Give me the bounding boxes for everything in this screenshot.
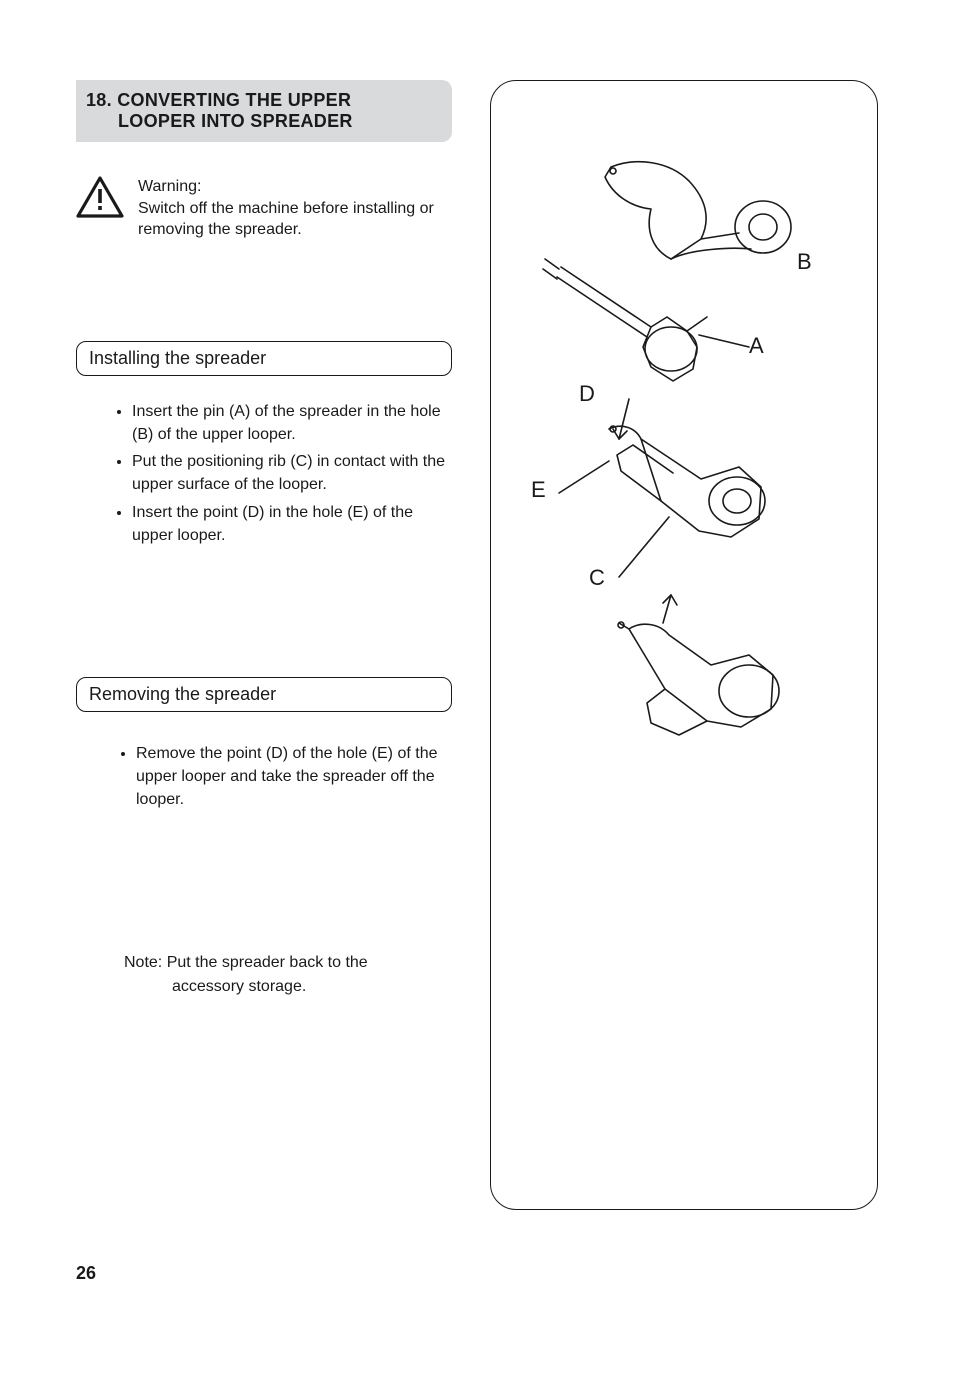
- section-title-band: 18. CONVERTING THE UPPER LOOPER INTO SPR…: [76, 80, 452, 142]
- title-line-2: LOOPER INTO SPREADER: [86, 111, 434, 132]
- list-item: Insert the pin (A) of the spreader in th…: [132, 400, 452, 446]
- subsection-heading-remove: Removing the spreader: [76, 677, 452, 712]
- warning-heading: Warning:: [138, 176, 466, 198]
- diagram-label-a: A: [749, 333, 764, 359]
- warning-text: Warning: Switch off the machine before i…: [138, 176, 466, 241]
- diagram-label-b: B: [797, 249, 812, 275]
- remove-heading-text: Removing the spreader: [89, 684, 276, 704]
- left-column: 18. CONVERTING THE UPPER LOOPER INTO SPR…: [76, 80, 466, 1210]
- list-item: Remove the point (D) of the hole (E) of …: [136, 742, 446, 812]
- remove-bullet-list: Remove the point (D) of the hole (E) of …: [136, 742, 446, 812]
- diagram-label-e: E: [531, 477, 546, 503]
- diagram-label-c: C: [589, 565, 605, 591]
- diagram-label-d: D: [579, 381, 595, 407]
- note-block: Note: Put the spreader back to the acces…: [124, 951, 454, 999]
- warning-body: Switch off the machine before installing…: [138, 198, 466, 241]
- warning-triangle-icon: [76, 176, 124, 218]
- list-item: Put the positioning rib (C) in contact w…: [132, 450, 452, 496]
- warning-block: Warning: Switch off the machine before i…: [76, 176, 466, 241]
- two-column-layout: 18. CONVERTING THE UPPER LOOPER INTO SPR…: [76, 80, 894, 1210]
- diagram-svg: [501, 99, 869, 779]
- diagram-panel: B A D E C: [490, 80, 878, 1210]
- list-item: Insert the point (D) in the hole (E) of …: [132, 501, 452, 547]
- install-heading-text: Installing the spreader: [89, 348, 266, 368]
- page: 18. CONVERTING THE UPPER LOOPER INTO SPR…: [0, 0, 954, 1380]
- page-number: 26: [76, 1263, 96, 1284]
- subsection-heading-install: Installing the spreader: [76, 341, 452, 376]
- install-bullet-list: Insert the pin (A) of the spreader in th…: [132, 400, 452, 547]
- right-column: B A D E C: [490, 80, 894, 1210]
- title-line-1: 18. CONVERTING THE UPPER: [86, 90, 434, 111]
- note-line-2: accessory storage.: [124, 975, 454, 999]
- note-line-1: Note: Put the spreader back to the: [124, 954, 368, 971]
